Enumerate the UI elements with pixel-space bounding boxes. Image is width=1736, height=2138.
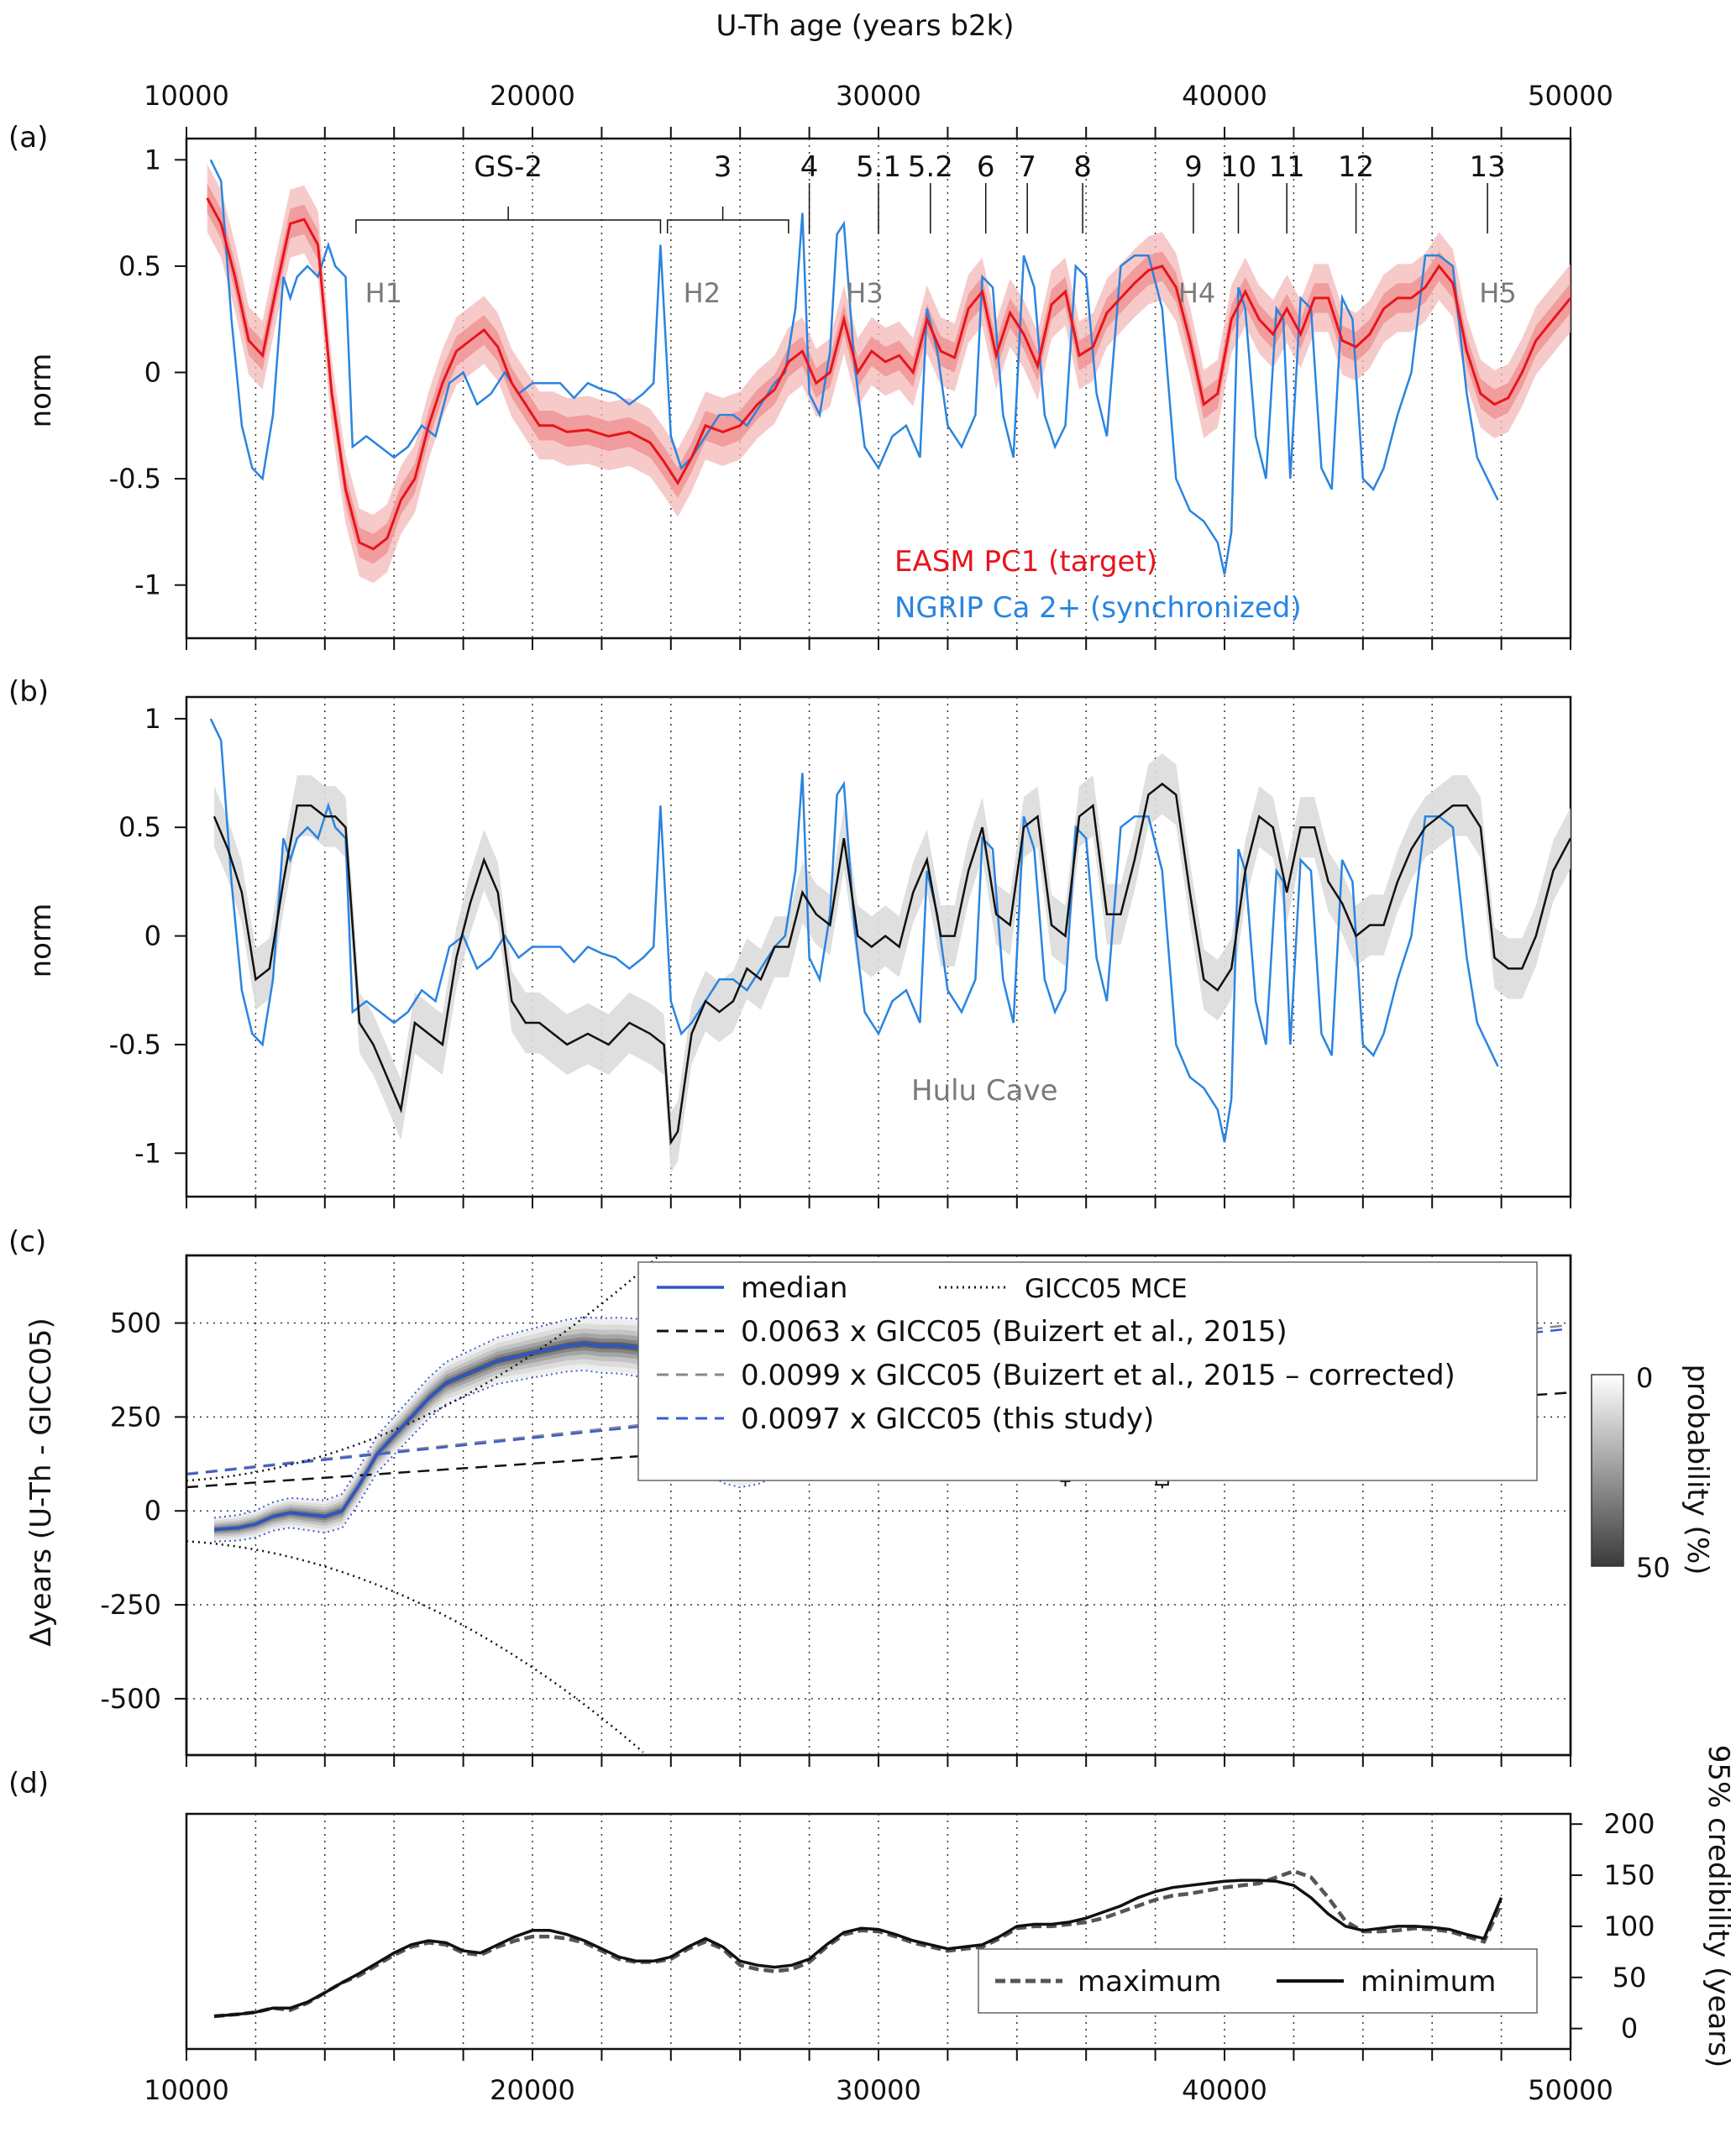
panel-label-d: (d) — [8, 1767, 49, 1800]
stadial-label: 8 — [1073, 150, 1092, 184]
heinrich-label: H1 — [365, 277, 402, 309]
maximum-line — [213, 1868, 1503, 2019]
y-tick-label: -500 — [100, 1683, 161, 1715]
panel-label-b: (b) — [8, 675, 49, 709]
heinrich-label: H3 — [846, 277, 883, 309]
x-tick-label-bottom: 40000 — [1182, 2074, 1267, 2106]
y-tick-label: 0.5 — [118, 811, 161, 843]
stadial-label: 11 — [1269, 150, 1305, 184]
legend-ngrip-label: NGRIP Ca 2+ (synchronized) — [894, 591, 1302, 625]
legend-fit1-label: 0.0063 x GICC05 (Buizert et al., 2015) — [741, 1315, 1288, 1349]
legend-median-label: median — [741, 1271, 847, 1305]
y-tick-label: 250 — [110, 1401, 161, 1433]
stadial-label: 13 — [1469, 150, 1505, 184]
x-tick-label-top: 40000 — [1182, 80, 1267, 112]
colorbar-max-label: 50 — [1636, 1552, 1670, 1584]
y-tick-label: 0 — [144, 1495, 161, 1527]
hulu-line — [212, 782, 1572, 1146]
hulu-band — [214, 753, 1571, 1173]
legend-minimum-label: minimum — [1361, 1965, 1496, 1999]
y-tick-label: -0.5 — [109, 463, 161, 495]
y-tick-label: -250 — [100, 1589, 161, 1621]
x-tick-label-top: 20000 — [490, 80, 575, 112]
stadial-bracket — [666, 207, 789, 233]
y-tick-label: 0 — [144, 357, 161, 389]
panel-label-a: (a) — [8, 121, 48, 155]
y-tick-label: 0 — [1621, 2013, 1638, 2045]
ylabel-d: 95% credibility (years) — [1702, 1745, 1735, 2068]
stadial-label: 5.2 — [908, 150, 953, 184]
colorbar — [1591, 1374, 1624, 1567]
panel-b: 1 0.5 0 -0.5 -1 — [109, 695, 1572, 1208]
legend-maximum-label: maximum — [1078, 1965, 1221, 1999]
stadial-label: 7 — [1018, 150, 1036, 184]
y-tick-label: 150 — [1603, 1859, 1655, 1891]
y-tick-label: -1 — [134, 569, 161, 601]
plot-frame-top — [185, 1254, 1572, 1757]
stadial-bracket — [355, 207, 662, 233]
x-tick-label-top: 10000 — [144, 80, 229, 112]
y-tick-label: 50 — [1613, 1962, 1647, 1994]
ylabel-a: norm — [24, 354, 58, 428]
x-tick-label-top: 50000 — [1528, 80, 1613, 112]
legend-fit2-label: 0.0099 x GICC05 (Buizert et al., 2015 – … — [741, 1359, 1455, 1392]
y-tick-label: -1 — [134, 1137, 161, 1169]
ylabel-c: Δyears (U-Th - GICC05) — [24, 1318, 58, 1647]
x-tick-label-bottom: 30000 — [836, 2074, 921, 2106]
minimum-line — [213, 1879, 1503, 2018]
y-tick-label: 200 — [1603, 1808, 1655, 1840]
legend-box-d — [978, 1948, 1538, 2014]
heinrich-label: H5 — [1479, 277, 1516, 309]
colorbar-min-label: 0 — [1636, 1362, 1653, 1394]
credibility-envelope — [213, 1369, 1502, 1543]
stadial-label: 10 — [1220, 150, 1256, 184]
ngrip-line — [209, 718, 1499, 1143]
x-tick-label-bottom: 10000 — [144, 2074, 229, 2106]
y-tick-label: -0.5 — [109, 1029, 161, 1061]
y-tick-label: 500 — [110, 1307, 161, 1339]
stadial-label: 12 — [1338, 150, 1374, 184]
legend-easm-label: EASM PC1 (target) — [894, 545, 1157, 579]
legend-fit3-label: 0.0097 x GICC05 (this study) — [741, 1402, 1154, 1436]
stadial-label: 5.1 — [856, 150, 901, 184]
panel-label-c: (c) — [8, 1225, 46, 1259]
y-tick-label: 0.5 — [118, 250, 161, 282]
gicc05-mce-line — [186, 1256, 658, 1482]
legend-box-c — [637, 1261, 1538, 1481]
y-tick-label: 100 — [1603, 1910, 1655, 1942]
easm-inner-band — [207, 183, 1571, 564]
stadial-label: 9 — [1184, 150, 1203, 184]
x-tick-label-top: 30000 — [836, 80, 921, 112]
top-axis-title: U-Th age (years b2k) — [716, 9, 1014, 43]
panel-a: 1 0.5 0 -0.5 -1 10000 20000 30000 40000 50000 GS-2… — [109, 80, 1613, 650]
heinrich-label: H4 — [1178, 277, 1215, 309]
y-tick-label: 1 — [144, 144, 161, 176]
ngrip-line — [209, 159, 1499, 575]
ylabel-b: norm — [24, 904, 58, 978]
stadial-label: GS-2 — [474, 150, 543, 184]
hulu-cave-label: Hulu Cave — [911, 1074, 1058, 1108]
easm-line — [206, 197, 1572, 551]
stadial-label: 4 — [800, 150, 819, 184]
colorbar-title: probability (%) — [1681, 1364, 1714, 1575]
gicc05-mce-line — [186, 1540, 644, 1753]
x-tick-label-bottom: 50000 — [1528, 2074, 1613, 2106]
stadial-label: 3 — [714, 150, 732, 184]
legend-mce-label: GICC05 MCE — [1025, 1274, 1188, 1304]
stadial-label: 6 — [977, 150, 995, 184]
x-tick-label-bottom: 20000 — [490, 2074, 575, 2106]
y-tick-label: 0 — [144, 920, 161, 952]
y-tick-label: 1 — [144, 703, 161, 735]
heinrich-label: H2 — [684, 277, 721, 309]
